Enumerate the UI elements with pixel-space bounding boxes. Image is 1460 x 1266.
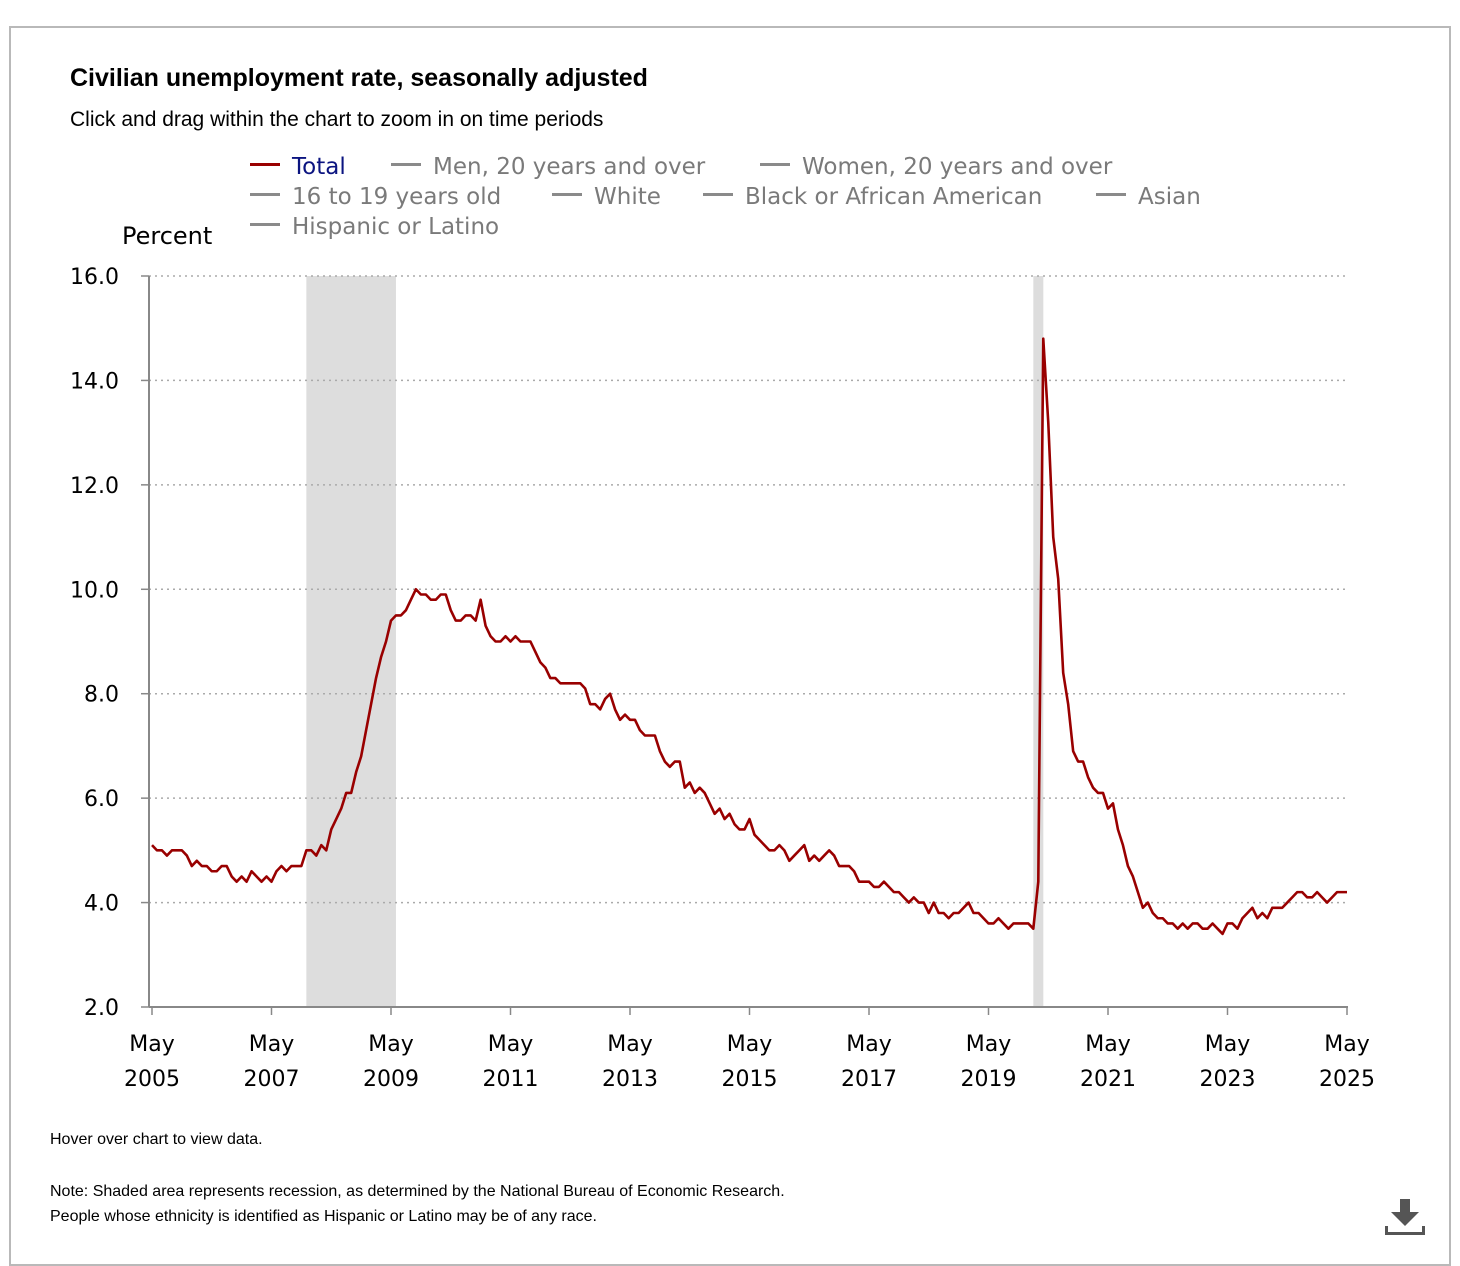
legend-label: Asian: [1138, 184, 1201, 210]
recession-note: Note: Shaded area represents recession, …: [50, 1179, 785, 1229]
y-tick-label: 14.0: [70, 369, 119, 394]
legend-label: Men, 20 years and over: [433, 154, 706, 180]
legend-item-total[interactable]: Total: [250, 154, 346, 180]
x-tick-label-year: 2023: [1200, 1067, 1256, 1092]
chart-frame: [9, 26, 1451, 1266]
legend-item-asian[interactable]: Asian: [1096, 184, 1201, 210]
x-tick-label-year: 2019: [961, 1067, 1017, 1092]
legend-label: Total: [292, 154, 346, 180]
y-tick-label: 8.0: [84, 683, 119, 708]
x-tick-label-month: May: [966, 1032, 1011, 1057]
legend-label: 16 to 19 years old: [292, 184, 502, 210]
x-tick-label-month: May: [1324, 1032, 1369, 1057]
x-tick-label-month: May: [129, 1032, 174, 1057]
legend-item-men-20-and-over[interactable]: Men, 20 years and over: [391, 154, 705, 180]
x-tick-label-month: May: [607, 1032, 652, 1057]
y-tick-label: 6.0: [84, 787, 119, 812]
legend-item-hispanic-or-latino[interactable]: Hispanic or Latino: [250, 214, 499, 240]
legend-swatch: [1096, 193, 1126, 196]
note-line-2: People whose ethnicity is identified as …: [50, 1208, 597, 1225]
download-button[interactable]: [1382, 1195, 1428, 1241]
x-tick-label-month: May: [368, 1032, 413, 1057]
legend-item-16-to-19[interactable]: 16 to 19 years old: [250, 184, 501, 210]
chart-subtitle: Click and drag within the chart to zoom …: [70, 108, 604, 131]
y-axis-label: Percent: [122, 222, 213, 250]
x-tick-label-month: May: [1085, 1032, 1130, 1057]
legend-swatch: [552, 193, 582, 196]
y-tick-label: 16.0: [70, 265, 119, 290]
chart-title: Civilian unemployment rate, seasonally a…: [70, 64, 648, 92]
legend-item-women-20-and-over[interactable]: Women, 20 years and over: [760, 154, 1112, 180]
hover-note: Hover over chart to view data.: [50, 1131, 263, 1148]
legend-swatch: [703, 193, 733, 196]
legend-item-black-or-african-american[interactable]: Black or African American: [703, 184, 1042, 210]
x-tick-label-year: 2011: [483, 1067, 539, 1092]
legend-label: Hispanic or Latino: [292, 214, 500, 240]
x-tick-label-month: May: [249, 1032, 294, 1057]
x-tick-label-year: 2013: [602, 1067, 658, 1092]
legend-swatch: [760, 163, 790, 166]
x-tick-label-month: May: [846, 1032, 891, 1057]
legend-label: Women, 20 years and over: [802, 154, 1113, 180]
legend-swatch: [250, 223, 280, 226]
y-tick-label: 10.0: [70, 578, 119, 603]
legend-swatch: [391, 163, 421, 166]
x-tick-label-year: 2015: [722, 1067, 778, 1092]
legend-swatch: [250, 193, 280, 196]
x-tick-label-month: May: [488, 1032, 533, 1057]
recession-shade: [306, 276, 396, 1007]
y-tick-label: 2.0: [84, 996, 119, 1021]
x-tick-label-year: 2021: [1080, 1067, 1136, 1092]
legend-label: White: [594, 184, 661, 210]
y-tick-label: 4.0: [84, 892, 119, 917]
legend-swatch: [250, 163, 280, 166]
x-tick-label-year: 2005: [124, 1067, 180, 1092]
x-tick-label-year: 2009: [363, 1067, 419, 1092]
note-line-1: Note: Shaded area represents recession, …: [50, 1183, 785, 1200]
y-tick-label: 12.0: [70, 474, 119, 499]
download-icon: [1385, 1199, 1425, 1235]
recession-shade: [1033, 276, 1044, 1007]
x-tick-label-month: May: [1205, 1032, 1250, 1057]
x-tick-label-month: May: [727, 1032, 772, 1057]
x-tick-label-year: 2017: [841, 1067, 897, 1092]
x-tick-label-year: 2007: [244, 1067, 300, 1092]
x-tick-label-year: 2025: [1319, 1067, 1375, 1092]
series-line-total: [151, 337, 1347, 936]
legend-label: Black or African American: [745, 184, 1043, 210]
legend-item-white[interactable]: White: [552, 184, 661, 210]
